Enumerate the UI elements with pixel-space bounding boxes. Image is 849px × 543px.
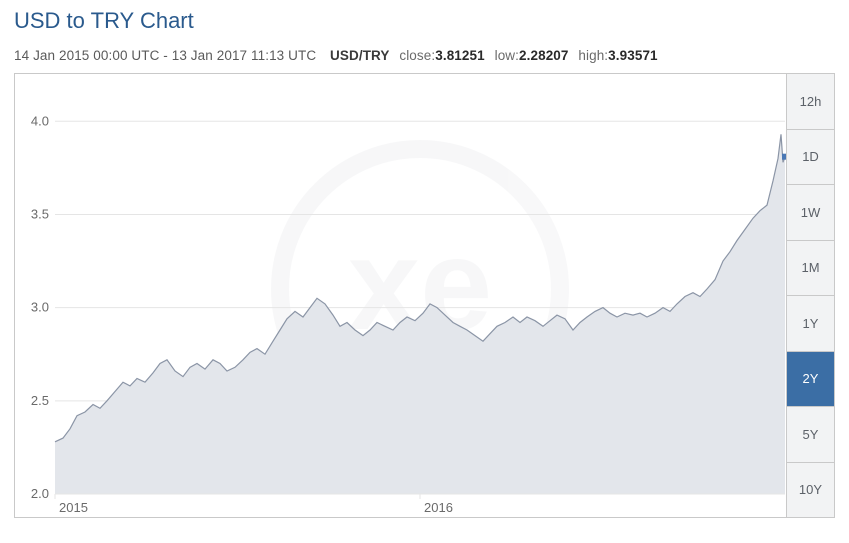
chart-svg: xe2.02.53.03.54.020152016: [15, 74, 788, 519]
chart-container: xe2.02.53.03.54.020152016 12h1D1W1M1Y2Y5…: [14, 73, 835, 518]
timeframe-1m[interactable]: 1M: [786, 241, 834, 297]
high-label: high:: [578, 48, 608, 63]
timeframe-1w[interactable]: 1W: [786, 185, 834, 241]
date-range: 14 Jan 2015 00:00 UTC - 13 Jan 2017 11:1…: [14, 48, 316, 63]
svg-text:2016: 2016: [424, 500, 453, 515]
svg-text:3.0: 3.0: [31, 300, 49, 315]
svg-text:2.5: 2.5: [31, 393, 49, 408]
close-label: close:: [399, 48, 435, 63]
svg-text:2015: 2015: [59, 500, 88, 515]
currency-pair: USD/TRY: [330, 48, 389, 63]
svg-text:4.0: 4.0: [31, 113, 49, 128]
timeframe-selector: 12h1D1W1M1Y2Y5Y10Y: [786, 74, 834, 517]
low-label: low:: [495, 48, 519, 63]
timeframe-2y[interactable]: 2Y: [786, 352, 834, 408]
timeframe-5y[interactable]: 5Y: [786, 407, 834, 463]
timeframe-10y[interactable]: 10Y: [786, 463, 834, 518]
timeframe-1d[interactable]: 1D: [786, 130, 834, 186]
svg-text:3.5: 3.5: [31, 206, 49, 221]
chart-plot-area[interactable]: xe2.02.53.03.54.020152016: [15, 74, 788, 519]
timeframe-12h[interactable]: 12h: [786, 74, 834, 130]
page-title: USD to TRY Chart: [14, 8, 835, 34]
chart-meta-row: 14 Jan 2015 00:00 UTC - 13 Jan 2017 11:1…: [14, 48, 835, 63]
close-value: 3.81251: [435, 48, 485, 63]
svg-text:2.0: 2.0: [31, 486, 49, 501]
low-value: 2.28207: [519, 48, 569, 63]
timeframe-1y[interactable]: 1Y: [786, 296, 834, 352]
high-value: 3.93571: [608, 48, 658, 63]
